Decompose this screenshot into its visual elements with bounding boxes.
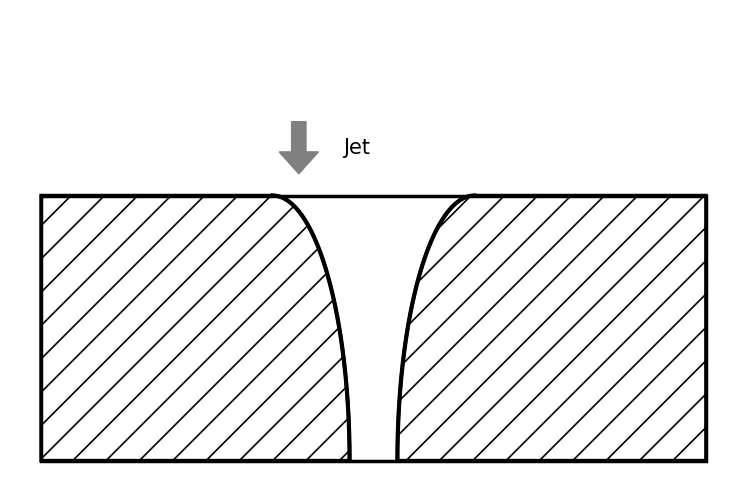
- Bar: [41, 195, 706, 461]
- FancyArrow shape: [279, 122, 318, 174]
- Text: Jet: Jet: [344, 137, 371, 158]
- Polygon shape: [397, 195, 706, 461]
- Polygon shape: [41, 195, 350, 461]
- Text: Cross-sectional view of abrasive jet machined hole: Cross-sectional view of abrasive jet mac…: [73, 16, 674, 40]
